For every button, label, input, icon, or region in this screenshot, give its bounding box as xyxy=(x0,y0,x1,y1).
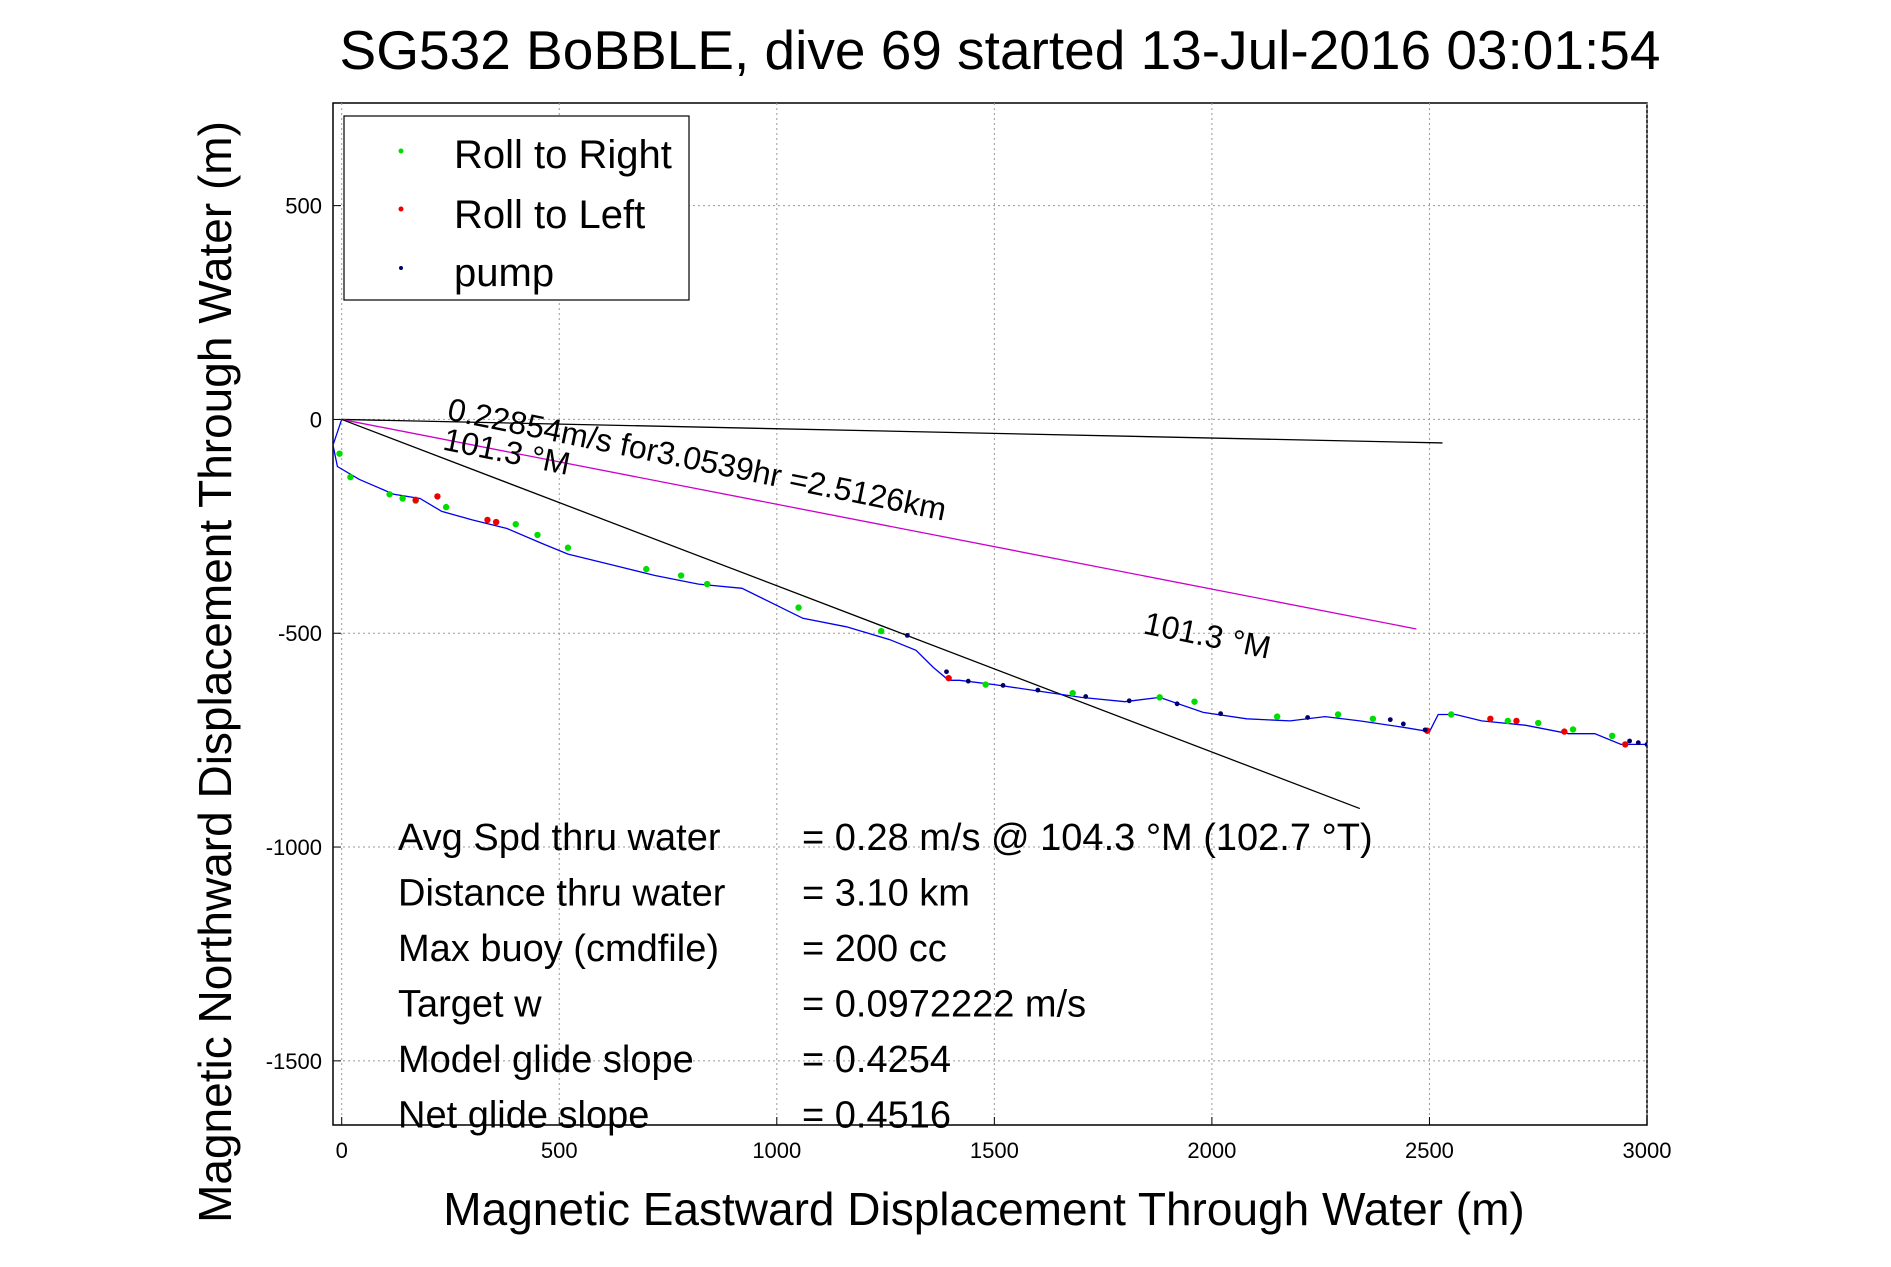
y-tick-label: 500 xyxy=(285,194,322,219)
stat-value: = 0.4516 xyxy=(802,1095,951,1137)
pump-point xyxy=(1174,701,1180,707)
y-tick-label: -1000 xyxy=(266,835,322,860)
roll-left-point xyxy=(484,516,491,524)
roll-left-point xyxy=(412,496,419,504)
chart-title: SG532 BoBBLE, dive 69 started 13-Jul-201… xyxy=(340,19,1661,81)
grid-lines xyxy=(333,103,1648,1125)
stat-label: Model glide slope xyxy=(398,1039,694,1081)
roll-left-point xyxy=(492,518,500,526)
roll-right-point xyxy=(442,503,450,511)
roll-left-point xyxy=(1622,741,1629,748)
x-tick-label: 1500 xyxy=(970,1138,1019,1163)
roll-right-point xyxy=(336,450,343,457)
roll-right-point xyxy=(1569,726,1577,733)
heading-line xyxy=(341,418,1361,810)
roll-right-point xyxy=(1273,713,1281,720)
stat-label: Avg Spd thru water xyxy=(398,817,721,859)
legend: Roll to Right Roll to Left pump xyxy=(343,115,690,301)
roll-right-point xyxy=(643,565,650,573)
y-tick-label: 0 xyxy=(310,407,322,432)
roll-right-point xyxy=(1535,719,1542,727)
pump-point xyxy=(1126,698,1132,704)
pump-point xyxy=(1635,740,1641,746)
heading-lines xyxy=(341,418,1443,810)
roll-right-point xyxy=(878,627,885,635)
roll-right-point xyxy=(703,580,711,588)
roll-right-point xyxy=(564,544,572,551)
heading-line xyxy=(341,418,1417,630)
stat-value: = 200 cc xyxy=(802,928,947,970)
roll-right-point xyxy=(1334,711,1342,718)
x-tick-label: 500 xyxy=(541,1138,578,1163)
legend-marker-roll-right xyxy=(398,148,404,154)
stats-block: Avg Spd thru water = 0.28 m/s @ 104.3 °M … xyxy=(398,817,1373,1137)
pump-point xyxy=(1644,742,1647,747)
legend-label-roll-left: Roll to Left xyxy=(454,193,645,237)
pump-point xyxy=(1400,721,1406,727)
heading-line xyxy=(341,418,1443,444)
legend-marker-pump xyxy=(399,266,403,270)
y-tick-label: -1500 xyxy=(266,1049,322,1074)
stat-value: = 0.28 m/s @ 104.3 °M (102.7 °T) xyxy=(802,817,1373,859)
roll-right-point xyxy=(1608,732,1616,740)
roll-right-point xyxy=(677,572,685,579)
x-tick-label: 0 xyxy=(336,1138,348,1163)
pump-point xyxy=(1218,711,1224,717)
y-tick-labels: 500 0 -500 -1000 -1500 xyxy=(266,194,322,1074)
roll-right-point xyxy=(534,531,541,539)
roll-right-point xyxy=(1069,689,1076,697)
legend-marker-roll-left xyxy=(398,206,404,212)
stat-label: Max buoy (cmdfile) xyxy=(398,928,719,970)
pump-point xyxy=(965,678,971,684)
roll-right-point xyxy=(1448,711,1455,718)
stat-value: = 0.4254 xyxy=(802,1039,951,1081)
stat-label: Distance thru water xyxy=(398,873,726,915)
roll-right-point xyxy=(982,681,989,688)
x-tick-label: 2500 xyxy=(1405,1138,1454,1163)
pump-point xyxy=(1083,694,1089,699)
roll-left-point xyxy=(434,493,441,500)
pump-point xyxy=(1387,717,1393,723)
pump-point xyxy=(1000,683,1006,688)
roll-right-point xyxy=(1191,698,1198,705)
pump-point xyxy=(1035,687,1041,693)
roll-left-point xyxy=(1561,728,1568,735)
roll-left-point xyxy=(1513,717,1520,725)
roll-right-point xyxy=(1369,715,1377,722)
y-tick-label: -500 xyxy=(278,621,322,646)
roll-right-point xyxy=(795,604,802,611)
x-tick-label: 3000 xyxy=(1623,1138,1672,1163)
pump-point xyxy=(944,669,949,675)
legend-label-roll-right: Roll to Right xyxy=(454,133,672,177)
pump-point xyxy=(1627,738,1632,744)
pump-point xyxy=(1422,727,1428,733)
roll-right-point xyxy=(386,491,393,498)
x-tick-label: 2000 xyxy=(1187,1138,1236,1163)
stat-label: Net glide slope xyxy=(398,1095,649,1137)
roll-right-point xyxy=(1156,694,1163,701)
x-tick-label: 1000 xyxy=(752,1138,801,1163)
roll-left-point xyxy=(1487,715,1494,722)
roll-right-point xyxy=(347,473,354,481)
roll-and-pump-points xyxy=(336,450,1647,748)
roll-right-point xyxy=(1504,717,1511,725)
stat-label: Target w xyxy=(398,984,542,1026)
stat-value: = 3.10 km xyxy=(802,873,970,915)
x-axis-label: Magnetic Eastward Displacement Through W… xyxy=(443,1183,1524,1235)
roll-right-point xyxy=(399,495,406,502)
roll-right-point xyxy=(512,521,519,528)
roll-left-point xyxy=(945,674,952,682)
pump-point xyxy=(904,632,910,638)
legend-label-pump: pump xyxy=(454,251,554,295)
pump-point xyxy=(1305,715,1311,720)
stat-value: = 0.0972222 m/s xyxy=(802,984,1086,1026)
y-axis-label: Magnetic Northward Displacement Through … xyxy=(189,121,241,1223)
x-tick-labels: 0 500 1000 1500 2000 2500 3000 xyxy=(336,1138,1672,1163)
